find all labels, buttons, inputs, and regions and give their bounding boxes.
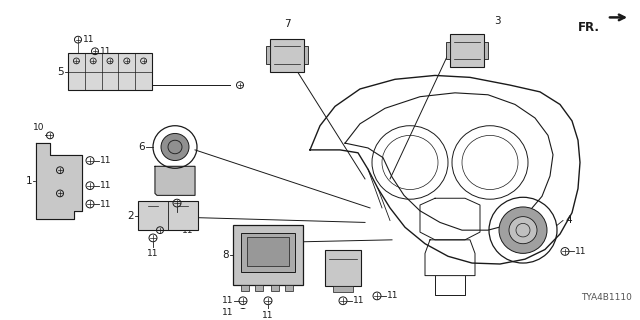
Circle shape — [161, 133, 189, 161]
Polygon shape — [36, 143, 82, 219]
Bar — [241, 233, 295, 272]
Text: 2: 2 — [127, 211, 134, 221]
Text: 3: 3 — [494, 16, 500, 26]
Circle shape — [509, 217, 537, 244]
Bar — [484, 42, 488, 59]
Text: 11: 11 — [353, 296, 365, 305]
Text: 11: 11 — [100, 47, 111, 56]
Polygon shape — [155, 166, 195, 195]
Bar — [450, 34, 484, 67]
Text: FR.: FR. — [578, 21, 600, 34]
Circle shape — [499, 207, 547, 253]
Bar — [325, 250, 361, 286]
Bar — [333, 286, 353, 292]
Text: 11: 11 — [83, 35, 95, 44]
Text: 11: 11 — [387, 292, 399, 300]
Text: 11: 11 — [262, 311, 274, 320]
Text: 6: 6 — [138, 142, 145, 152]
Text: 11: 11 — [221, 308, 233, 317]
Text: 11: 11 — [575, 247, 586, 256]
Text: 11: 11 — [100, 156, 111, 165]
Text: 10: 10 — [33, 123, 44, 132]
Bar — [247, 237, 289, 266]
Text: 11: 11 — [172, 214, 183, 223]
Text: 4: 4 — [565, 215, 572, 226]
Bar — [138, 201, 198, 230]
Text: 11: 11 — [100, 200, 111, 209]
Bar — [255, 285, 263, 291]
Bar — [266, 46, 270, 64]
Text: 11: 11 — [221, 296, 233, 305]
Text: 11: 11 — [182, 226, 194, 235]
Text: 8: 8 — [222, 250, 229, 260]
Bar — [233, 225, 303, 285]
Text: 11: 11 — [86, 81, 97, 90]
Bar — [270, 39, 304, 72]
Text: TYA4B1110: TYA4B1110 — [581, 293, 632, 302]
Bar — [285, 285, 293, 291]
Text: 7: 7 — [284, 19, 291, 29]
Text: 5: 5 — [58, 67, 64, 76]
Text: 1: 1 — [26, 176, 32, 186]
Text: 11: 11 — [147, 249, 159, 258]
Bar — [68, 53, 152, 90]
Bar — [271, 285, 279, 291]
Bar — [241, 285, 249, 291]
Text: 11: 11 — [100, 181, 111, 190]
Bar — [304, 46, 308, 64]
Bar — [446, 42, 450, 59]
